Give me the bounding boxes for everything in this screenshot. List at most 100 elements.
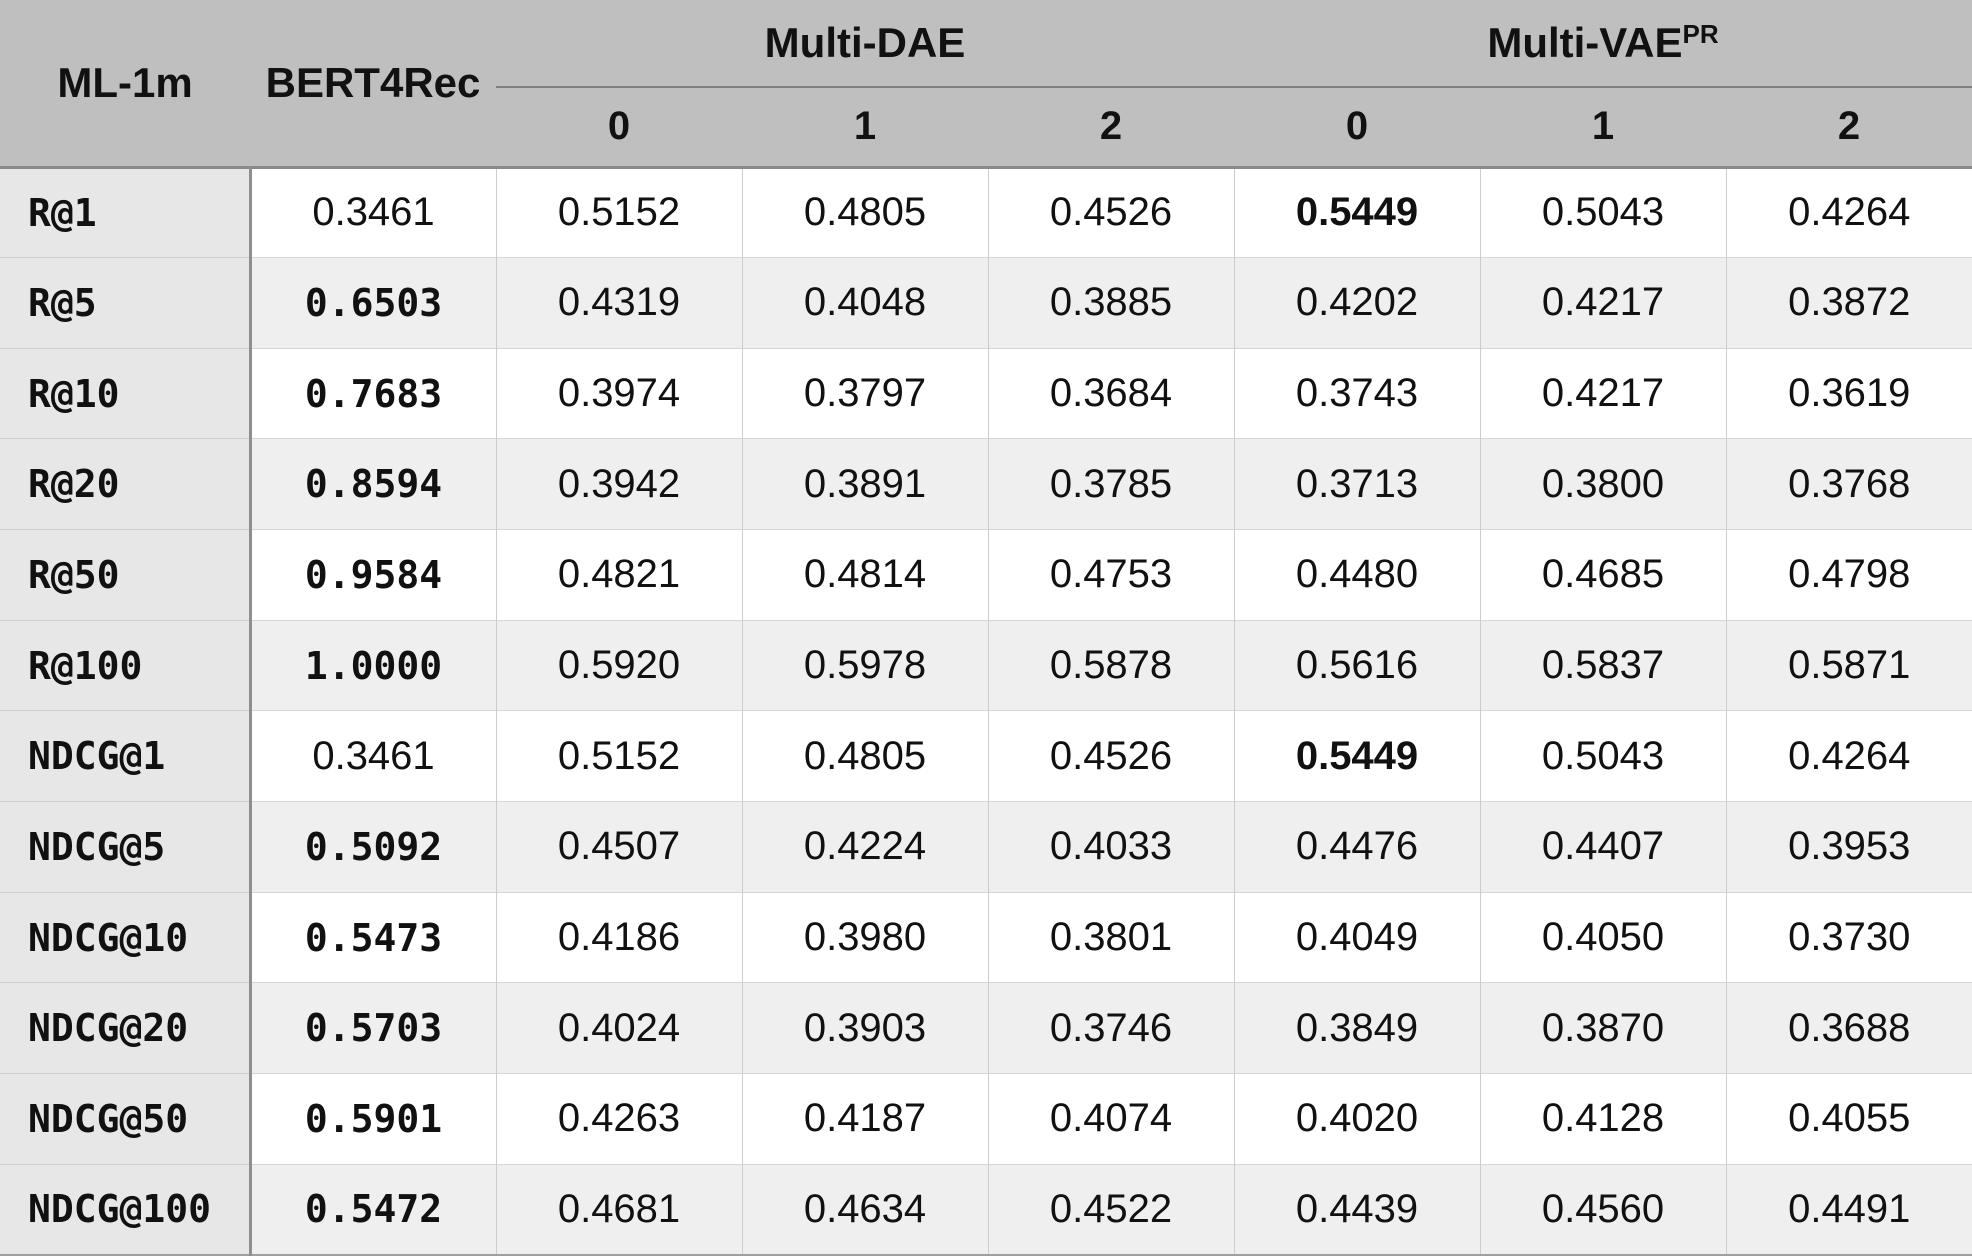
value-cell: 0.4685 [1479, 529, 1726, 621]
table-row: R@5 0.6503 0.4319 0.4048 0.3885 0.4202 0… [0, 257, 1972, 349]
subcol-vae-1: 1 [1480, 87, 1726, 167]
metric-label: R@20 [0, 438, 252, 530]
value-cell: 0.4264 [1725, 710, 1972, 802]
value-cell: 0.3849 [1233, 982, 1480, 1074]
table-header: ML-1m BERT4Rec Multi-DAE Multi-VAEPR 0 1… [0, 0, 1972, 167]
table-row: R@100 1.0000 0.5920 0.5978 0.5878 0.5616… [0, 619, 1972, 711]
value-cell: 0.4753 [987, 529, 1234, 621]
metric-label: NDCG@100 [0, 1163, 252, 1255]
group-superscript-pr: PR [1682, 19, 1719, 49]
value-cell: 0.5878 [987, 619, 1234, 711]
metric-label: R@50 [0, 529, 252, 621]
subcol-dae-0: 0 [496, 87, 742, 167]
value-cell: 0.4020 [1233, 1073, 1480, 1165]
value-cell: 0.5152 [495, 167, 742, 258]
value-cell: 0.5703 [250, 982, 496, 1074]
value-cell: 0.4187 [741, 1073, 988, 1165]
value-cell: 0.7683 [250, 347, 496, 439]
value-cell: 0.4439 [1233, 1163, 1480, 1255]
group-label-multi-vae: Multi-VAE [1487, 19, 1683, 66]
value-cell: 0.4480 [1233, 529, 1480, 621]
value-cell: 0.3461 [250, 710, 496, 802]
value-cell: 0.5092 [250, 801, 496, 893]
table-row: R@20 0.8594 0.3942 0.3891 0.3785 0.3713 … [0, 438, 1972, 530]
table-row: NDCG@10 0.5473 0.4186 0.3980 0.3801 0.40… [0, 891, 1972, 983]
table-row: NDCG@5 0.5092 0.4507 0.4224 0.4033 0.447… [0, 801, 1972, 893]
value-cell: 0.3743 [1233, 347, 1480, 439]
value-cell: 1.0000 [250, 619, 496, 711]
value-cell: 0.5043 [1479, 710, 1726, 802]
value-cell: 0.4821 [495, 529, 742, 621]
subcol-vae-2: 2 [1726, 87, 1972, 167]
value-cell: 0.3461 [250, 167, 496, 258]
value-cell: 0.3872 [1725, 257, 1972, 349]
value-cell: 0.3885 [987, 257, 1234, 349]
subcol-dae-2: 2 [988, 87, 1234, 167]
value-cell: 0.8594 [250, 438, 496, 530]
value-cell: 0.3974 [495, 347, 742, 439]
metric-label: R@100 [0, 619, 252, 711]
value-cell: 0.5152 [495, 710, 742, 802]
value-cell: 0.4186 [495, 891, 742, 983]
value-cell: 0.5449 [1233, 167, 1480, 258]
value-cell: 0.4217 [1479, 257, 1726, 349]
value-cell: 0.3870 [1479, 982, 1726, 1074]
value-cell: 0.5978 [741, 619, 988, 711]
column-header-bert4rec: BERT4Rec [250, 0, 496, 167]
value-cell: 0.6503 [250, 257, 496, 349]
value-cell: 0.3684 [987, 347, 1234, 439]
value-cell: 0.3730 [1725, 891, 1972, 983]
value-cell: 0.4522 [987, 1163, 1234, 1255]
metric-label: NDCG@50 [0, 1073, 252, 1165]
metric-label: NDCG@20 [0, 982, 252, 1074]
value-cell: 0.5901 [250, 1073, 496, 1165]
table-row: R@50 0.9584 0.4821 0.4814 0.4753 0.4480 … [0, 529, 1972, 621]
value-cell: 0.3903 [741, 982, 988, 1074]
table-row: NDCG@50 0.5901 0.4263 0.4187 0.4074 0.40… [0, 1073, 1972, 1165]
value-cell: 0.4560 [1479, 1163, 1726, 1255]
dataset-label: ML-1m [0, 0, 250, 167]
subcol-dae-1: 1 [742, 87, 988, 167]
metric-label: R@5 [0, 257, 252, 349]
value-cell: 0.4264 [1725, 167, 1972, 258]
table-row: R@10 0.7683 0.3974 0.3797 0.3684 0.3743 … [0, 347, 1972, 439]
metric-label: NDCG@1 [0, 710, 252, 802]
table-row: R@1 0.3461 0.5152 0.4805 0.4526 0.5449 0… [0, 167, 1972, 258]
group-label-multi-dae: Multi-DAE [764, 19, 966, 66]
value-cell: 0.4319 [495, 257, 742, 349]
value-cell: 0.4407 [1479, 801, 1726, 893]
value-cell: 0.9584 [250, 529, 496, 621]
column-group-multi-dae: Multi-DAE [496, 0, 1234, 88]
value-cell: 0.4033 [987, 801, 1234, 893]
value-cell: 0.4050 [1479, 891, 1726, 983]
value-cell: 0.4074 [987, 1073, 1234, 1165]
value-cell: 0.4055 [1725, 1073, 1972, 1165]
value-cell: 0.4526 [987, 710, 1234, 802]
value-cell: 0.4526 [987, 167, 1234, 258]
value-cell: 0.3980 [741, 891, 988, 983]
value-cell: 0.5837 [1479, 619, 1726, 711]
table-row: NDCG@1 0.3461 0.5152 0.4805 0.4526 0.544… [0, 710, 1972, 802]
value-cell: 0.5473 [250, 891, 496, 983]
value-cell: 0.4049 [1233, 891, 1480, 983]
value-cell: 0.4224 [741, 801, 988, 893]
value-cell: 0.3800 [1479, 438, 1726, 530]
value-cell: 0.5472 [250, 1163, 496, 1255]
table-row: NDCG@100 0.5472 0.4681 0.4634 0.4522 0.4… [0, 1163, 1972, 1255]
value-cell: 0.5920 [495, 619, 742, 711]
value-cell: 0.4814 [741, 529, 988, 621]
value-cell: 0.3801 [987, 891, 1234, 983]
metric-label: NDCG@10 [0, 891, 252, 983]
value-cell: 0.4681 [495, 1163, 742, 1255]
metric-label: NDCG@5 [0, 801, 252, 893]
value-cell: 0.3768 [1725, 438, 1972, 530]
value-cell: 0.4048 [741, 257, 988, 349]
value-cell: 0.4491 [1725, 1163, 1972, 1255]
value-cell: 0.3891 [741, 438, 988, 530]
value-cell: 0.4128 [1479, 1073, 1726, 1165]
value-cell: 0.4507 [495, 801, 742, 893]
value-cell: 0.4805 [741, 710, 988, 802]
value-cell: 0.4476 [1233, 801, 1480, 893]
